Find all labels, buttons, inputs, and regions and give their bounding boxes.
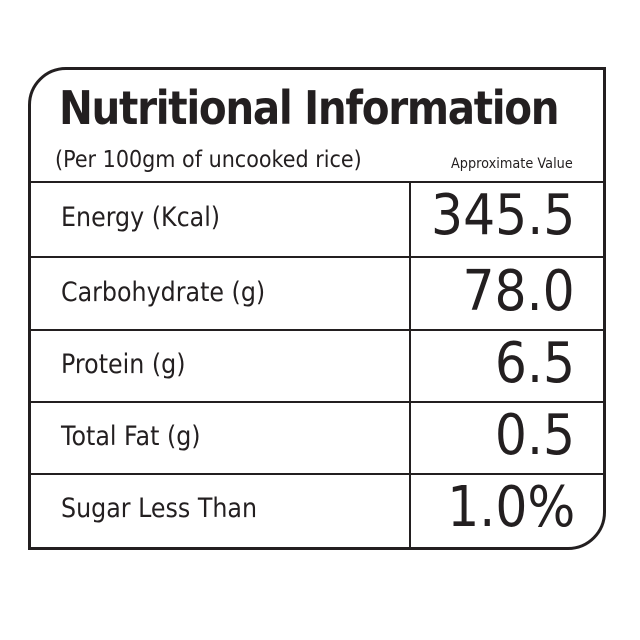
nutrient-name: Energy (Kcal) (61, 202, 221, 233)
nutrient-value: 345.5 (430, 183, 575, 248)
nutrient-row-protein: Protein (g) 6.5 (31, 331, 603, 403)
nutrient-name: Carbohydrate (g) (61, 277, 266, 308)
nutrient-row-energy: Energy (Kcal) 345.5 (31, 181, 603, 258)
nutrient-row-total-fat: Total Fat (g) 0.5 (31, 403, 603, 475)
nutrient-row-carbohydrate: Carbohydrate (g) 78.0 (31, 258, 603, 331)
nutrient-value: 6.5 (494, 331, 575, 396)
nutrient-row-sugar: Sugar Less Than 1.0% (31, 475, 603, 547)
label-header: Nutritional Information (Per 100gm of un… (31, 70, 603, 183)
label-subtitle-line: (Per 100gm of uncooked rice) Approximate… (55, 146, 573, 176)
nutrient-value: 0.5 (494, 403, 575, 468)
nutrient-name: Sugar Less Than (61, 493, 258, 524)
column-divider (409, 181, 411, 547)
nutrient-name: Protein (g) (61, 349, 186, 380)
label-title: Nutritional Information (59, 81, 560, 135)
serving-basis: (Per 100gm of uncooked rice) (55, 147, 362, 173)
nutrient-name: Total Fat (g) (61, 421, 201, 452)
nutrient-value: 1.0% (446, 475, 575, 540)
nutrient-value: 78.0 (462, 259, 575, 324)
nutrition-label: Nutritional Information (Per 100gm of un… (28, 67, 606, 550)
approximate-value-note: Approximate Value (451, 156, 573, 172)
